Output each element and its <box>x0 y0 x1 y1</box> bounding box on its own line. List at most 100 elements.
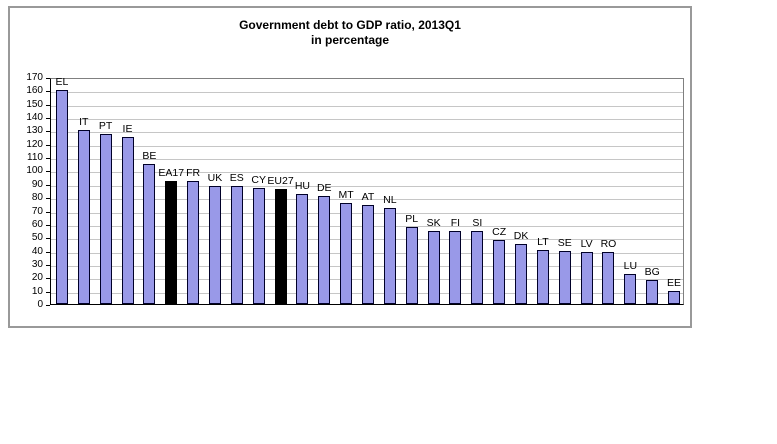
y-axis-label: 120 <box>26 138 43 150</box>
y-axis-tick <box>46 91 50 92</box>
bar-SI <box>471 231 483 304</box>
gridline <box>51 92 683 93</box>
bar-ES <box>231 186 243 304</box>
y-axis: 0 10 20 30 40 50 60 70 80 90 100 110 120 130 140 150 160… <box>10 8 46 330</box>
y-axis-label: 10 <box>31 285 43 297</box>
bar-label-SI: SI <box>472 217 483 229</box>
bar-label-RO: RO <box>600 238 617 250</box>
bar-AT <box>362 205 374 304</box>
y-axis-label: 150 <box>26 98 43 110</box>
y-axis-label: 140 <box>26 112 43 124</box>
bar-PT <box>100 134 112 304</box>
bar-label-PL: PL <box>405 213 419 225</box>
gridline <box>51 132 683 133</box>
bar-label-FI: FI <box>450 217 461 229</box>
bar-EE <box>668 291 680 304</box>
y-axis-label: 100 <box>26 165 43 177</box>
bar-MT <box>340 203 352 304</box>
bar-IE <box>122 137 134 304</box>
bar-CZ <box>493 240 505 304</box>
y-axis-label: 50 <box>31 232 43 244</box>
bar-label-CY: CY <box>251 174 266 186</box>
chart-title: Government debt to GDP ratio, 2013Q1 in … <box>10 18 690 48</box>
y-axis-tick <box>46 171 50 172</box>
y-axis-label: 0 <box>37 299 43 310</box>
y-axis-tick <box>46 265 50 266</box>
bar-BE <box>143 164 155 304</box>
bar-label-NL: NL <box>383 194 397 206</box>
bar-label-EE: EE <box>667 277 682 289</box>
bar-label-EU27: EU27 <box>267 175 294 187</box>
bar-label-UK: UK <box>207 172 223 184</box>
y-axis-tick <box>46 105 50 106</box>
bar-label-LU: LU <box>623 260 638 272</box>
bar-DE <box>318 196 330 304</box>
y-axis-label: 30 <box>31 258 43 270</box>
y-axis-tick <box>46 212 50 213</box>
y-axis-label: 90 <box>31 178 43 190</box>
bar-label-IE: IE <box>122 123 133 135</box>
bar-LU <box>624 274 636 304</box>
chart-title-line2: in percentage <box>310 33 390 47</box>
y-axis-label: 130 <box>26 125 43 137</box>
bar-LT <box>537 250 549 304</box>
gridline <box>51 172 683 173</box>
y-axis-tick <box>46 131 50 132</box>
bar-SK <box>428 231 440 304</box>
y-axis-tick <box>46 278 50 279</box>
bar-label-PT: PT <box>98 120 113 132</box>
bar-label-DE: DE <box>316 182 332 194</box>
y-axis-label: 60 <box>31 218 43 230</box>
bar-label-LV: LV <box>580 238 593 250</box>
bar-CY <box>253 188 265 304</box>
bar-UK <box>209 186 221 304</box>
bar-label-LT: LT <box>537 236 549 248</box>
y-axis-tick <box>46 198 50 199</box>
bar-label-SK: SK <box>426 217 441 229</box>
gridline <box>51 119 683 120</box>
y-axis-tick <box>46 158 50 159</box>
bar-label-CZ: CZ <box>492 226 507 238</box>
bar-NL <box>384 208 396 304</box>
gridline <box>51 186 683 187</box>
y-axis-tick <box>46 225 50 226</box>
bar-SE <box>559 251 571 304</box>
y-axis-tick <box>46 118 50 119</box>
bar-label-EL: EL <box>55 76 69 88</box>
bar-FI <box>449 231 461 304</box>
bar-EA17 <box>165 181 177 304</box>
gridline <box>51 199 683 200</box>
chart-title-line1: Government debt to GDP ratio, 2013Q1 <box>239 18 461 32</box>
y-axis-tick <box>46 252 50 253</box>
y-axis-label: 80 <box>31 192 43 204</box>
bar-RO <box>602 252 614 304</box>
bar-PL <box>406 227 418 304</box>
bar-label-FR: FR <box>186 167 201 179</box>
y-axis-label: 40 <box>31 245 43 257</box>
bar-label-BG: BG <box>644 266 660 278</box>
bar-EU27 <box>275 189 287 304</box>
bar-HU <box>296 194 308 304</box>
y-axis-label: 170 <box>26 72 43 83</box>
y-axis-tick <box>46 78 50 79</box>
y-axis-tick <box>46 238 50 239</box>
gridline <box>51 106 683 107</box>
plot-area: EL IT PT IE BE EA17 FR UK ES CY EU27 HU DE MT AT NL PL SK… <box>50 76 684 305</box>
y-axis-tick <box>46 145 50 146</box>
bar-label-MT: MT <box>338 189 354 201</box>
y-axis-label: 20 <box>31 272 43 284</box>
bar-BG <box>646 280 658 304</box>
bar-label-BE: BE <box>142 150 157 162</box>
bar-label-ES: ES <box>229 172 244 184</box>
gridline <box>51 159 683 160</box>
chart-frame: Government debt to GDP ratio, 2013Q1 in … <box>8 6 692 328</box>
bar-label-EA17: EA17 <box>158 167 185 179</box>
y-axis-tick <box>46 305 50 306</box>
bar-IT <box>78 130 90 304</box>
bar-LV <box>581 252 593 304</box>
y-axis-label: 70 <box>31 205 43 217</box>
bar-label-HU: HU <box>294 180 310 192</box>
bar-label-DK: DK <box>513 230 529 242</box>
y-axis-tick <box>46 292 50 293</box>
